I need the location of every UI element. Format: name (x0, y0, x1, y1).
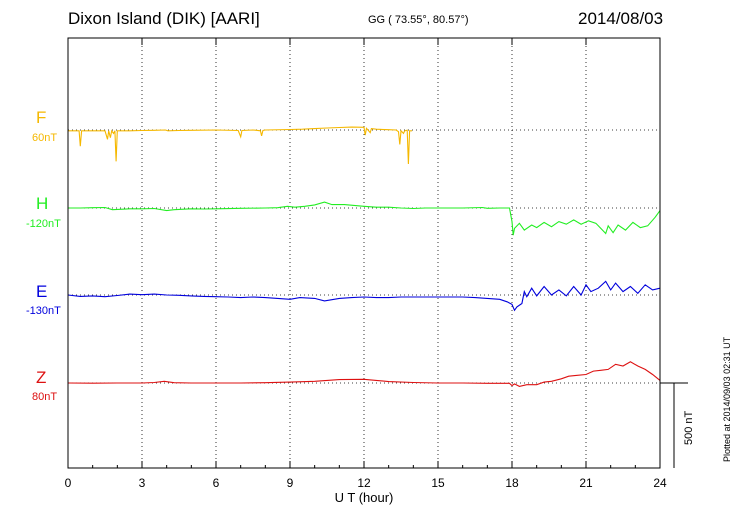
scale-bar: 500 nT (660, 382, 695, 468)
channel-f-offset: 60nT (32, 132, 58, 144)
channel-f-label: F (36, 108, 47, 127)
x-axis: 0 3 6 9 12 15 18 21 24 (65, 38, 667, 490)
station-title: Dixon Island (DIK) [AARI] (68, 9, 260, 28)
x-tick-label: 9 (287, 476, 294, 490)
series-layer (67, 126, 661, 387)
channel-h-label: H (36, 194, 49, 213)
scale-bar-label: 500 nT (683, 410, 695, 445)
series-line-z (67, 361, 661, 387)
series-line-e (67, 280, 661, 312)
x-tick-label: 15 (431, 476, 445, 490)
series-line-f (68, 126, 413, 165)
channel-h-offset: -120nT (26, 218, 61, 230)
series-line-h (68, 201, 661, 236)
x-tick-label: 12 (357, 476, 371, 490)
x-tick-label: 18 (505, 476, 519, 490)
x-tick-label: 6 (213, 476, 220, 490)
channel-e-offset: -130nT (26, 305, 61, 317)
grid (68, 38, 660, 468)
x-tick-label: 24 (653, 476, 667, 490)
x-tick-label: 21 (579, 476, 593, 490)
channel-z-offset: 80nT (32, 391, 58, 403)
x-tick-label: 3 (139, 476, 146, 490)
channel-z-label: Z (36, 368, 47, 387)
x-axis-label: U T (hour) (335, 490, 394, 505)
date-label: 2014/08/03 (578, 9, 664, 28)
x-tick-label: 0 (65, 476, 72, 490)
channel-e-label: E (36, 282, 48, 301)
station-coordinates: GG ( 73.55°, 80.57°) (368, 14, 469, 26)
